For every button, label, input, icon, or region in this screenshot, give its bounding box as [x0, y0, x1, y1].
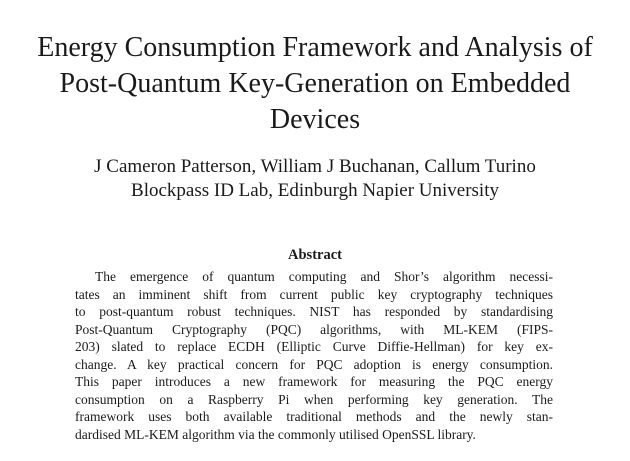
paper-title: Energy Consumption Framework and Analysi… — [37, 32, 593, 135]
abstract-line: The emergence of quantum computing and S… — [95, 269, 553, 284]
abstract-line: to post-quantum robust techniques. NIST … — [75, 304, 553, 319]
abstract-body: The emergence of quantum computing and S… — [75, 268, 553, 443]
abstract-line: Post-Quantum Cryptography (PQC) algorith… — [75, 321, 553, 337]
author-block: J Cameron Patterson, William J Buchanan,… — [18, 155, 612, 203]
abstract-line: consumption on a Raspberry Pi when perfo… — [75, 391, 553, 407]
affiliation: Blockpass ID Lab, Edinburgh Napier Unive… — [131, 180, 499, 201]
abstract-line: tates an imminent shift from current pub… — [75, 286, 553, 302]
abstract-heading: Abstract — [288, 247, 342, 263]
abstract-line: This paper introduces a new framework fo… — [75, 374, 553, 389]
abstract-line: dardised ML-KEM algorithm via the common… — [75, 426, 476, 442]
abstract-line: change. A key practical concern for PQC … — [75, 356, 553, 372]
author-list: J Cameron Patterson, William J Buchanan,… — [94, 156, 536, 177]
abstract-line: 203) slated to replace ECDH (Elliptic Cu… — [75, 339, 553, 354]
abstract-line: framework uses both available traditiona… — [75, 409, 553, 424]
